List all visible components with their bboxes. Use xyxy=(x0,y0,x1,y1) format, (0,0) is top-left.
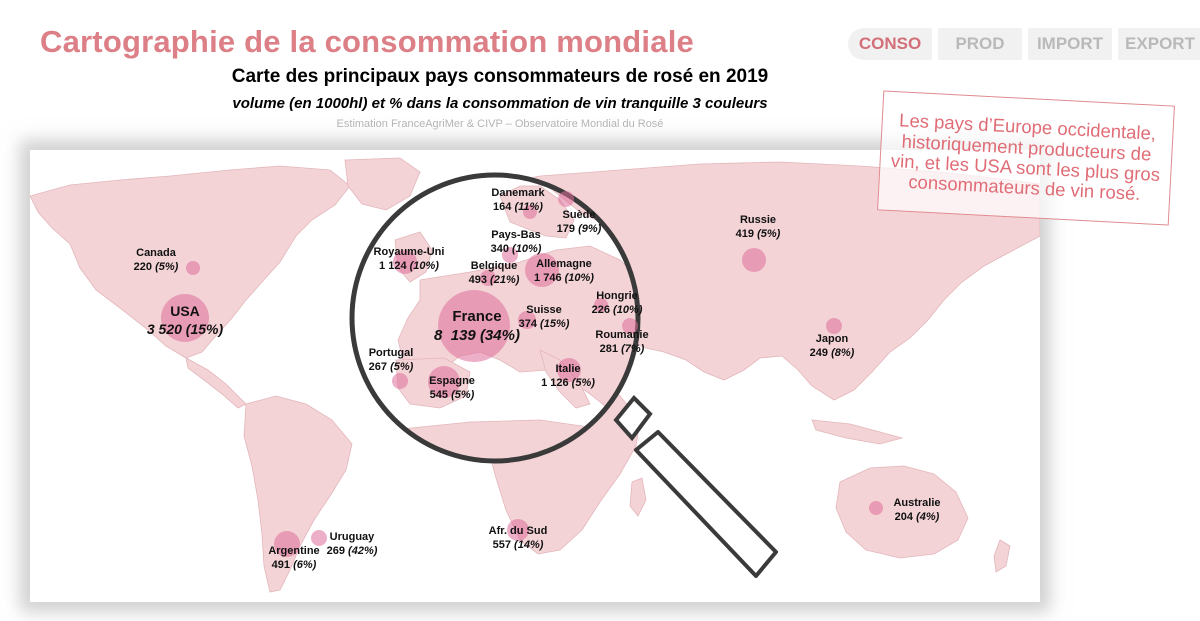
label-argentine: Argentine 491 (6%) xyxy=(268,545,320,571)
bubble-suisse xyxy=(518,311,536,329)
label-france: France 8 139 (34%) xyxy=(434,308,520,344)
new-zealand-land xyxy=(993,539,1011,573)
australia-land xyxy=(835,465,969,559)
bubble-afr-du-sud xyxy=(507,519,529,541)
map-subtitle: Carte des principaux pays consommateurs … xyxy=(231,66,769,87)
bubble-canada xyxy=(186,261,200,275)
central-america-land xyxy=(185,357,247,409)
label-hongrie: Hongrie 226 (10%) xyxy=(591,290,643,316)
bubble-danemark xyxy=(523,205,537,219)
label-pays-bas: Pays-Bas 340 (10%) xyxy=(490,229,542,255)
bubble-hongrie xyxy=(594,298,608,312)
bubble-france xyxy=(438,290,510,362)
bubble-pays-bas xyxy=(502,247,518,263)
label-uruguay: Uruguay 269 (42%) xyxy=(326,531,378,557)
bubble-uruguay xyxy=(311,530,327,546)
source-credit: Estimation FranceAgriMer & CIVP – Observ… xyxy=(336,118,664,130)
bubble-royaume-uni xyxy=(393,250,417,274)
bubble-russie xyxy=(742,248,766,272)
magnifier-lens xyxy=(349,172,641,464)
bubble-espagne xyxy=(428,366,460,398)
page-title: Cartographie de la consommation mondiale xyxy=(40,24,694,59)
bubble-allemagne xyxy=(525,253,559,287)
bubble-australie xyxy=(869,501,883,515)
madagascar-land xyxy=(629,477,647,517)
magnifier-handle xyxy=(613,395,778,578)
south-america-land xyxy=(243,395,353,593)
label-italie: Italie 1 126 (5%) xyxy=(541,363,595,389)
label-suede: Suède 179 (9%) xyxy=(556,209,602,235)
label-danemark: Danemark 164 (11%) xyxy=(491,187,545,213)
greenland-land xyxy=(344,157,421,211)
bubble-roumanie xyxy=(622,318,638,334)
tab-conso[interactable]: CONSO xyxy=(848,28,932,60)
tab-import[interactable]: IMPORT xyxy=(1028,28,1112,60)
label-australie: Australie 204 (4%) xyxy=(893,497,941,523)
label-royaume-uni: Royaume-Uni 1 124 (10%) xyxy=(373,246,445,272)
bubble-portugal xyxy=(392,373,408,389)
bubble-japon xyxy=(826,318,842,334)
view-tabs: CONSO PROD IMPORT EXPORT xyxy=(848,28,1200,60)
label-belgique: Belgique 493 (21%) xyxy=(468,260,520,286)
label-canada: Canada 220 (5%) xyxy=(133,247,179,273)
annotation-note: Les pays d’Europe occidentale, historiqu… xyxy=(877,90,1175,226)
label-espagne: Espagne 545 (5%) xyxy=(429,375,475,401)
label-roumanie: Roumanie 281 (7%) xyxy=(595,329,649,355)
label-allemagne: Allemagne 1 746 (10%) xyxy=(534,258,594,284)
label-russie: Russie 419 (5%) xyxy=(735,214,781,240)
tab-prod[interactable]: PROD xyxy=(938,28,1022,60)
bubble-usa xyxy=(161,294,209,342)
label-portugal: Portugal 267 (5%) xyxy=(368,347,414,373)
bubble-belgique xyxy=(480,270,496,286)
label-afr-du-sud: Afr. du Sud 557 (14%) xyxy=(488,525,548,551)
bubble-suede xyxy=(558,191,574,207)
tab-export[interactable]: EXPORT xyxy=(1118,28,1200,60)
bubble-argentine xyxy=(274,531,300,557)
indonesia-land xyxy=(811,419,904,445)
label-usa: USA 3 520 (15%) xyxy=(146,303,224,337)
bubble-italie xyxy=(557,358,581,382)
map-units: volume (en 1000hl) et % dans la consomma… xyxy=(232,95,768,112)
label-japon: Japon 249 (8%) xyxy=(809,333,855,359)
label-suisse: Suisse 374 (15%) xyxy=(518,304,570,330)
